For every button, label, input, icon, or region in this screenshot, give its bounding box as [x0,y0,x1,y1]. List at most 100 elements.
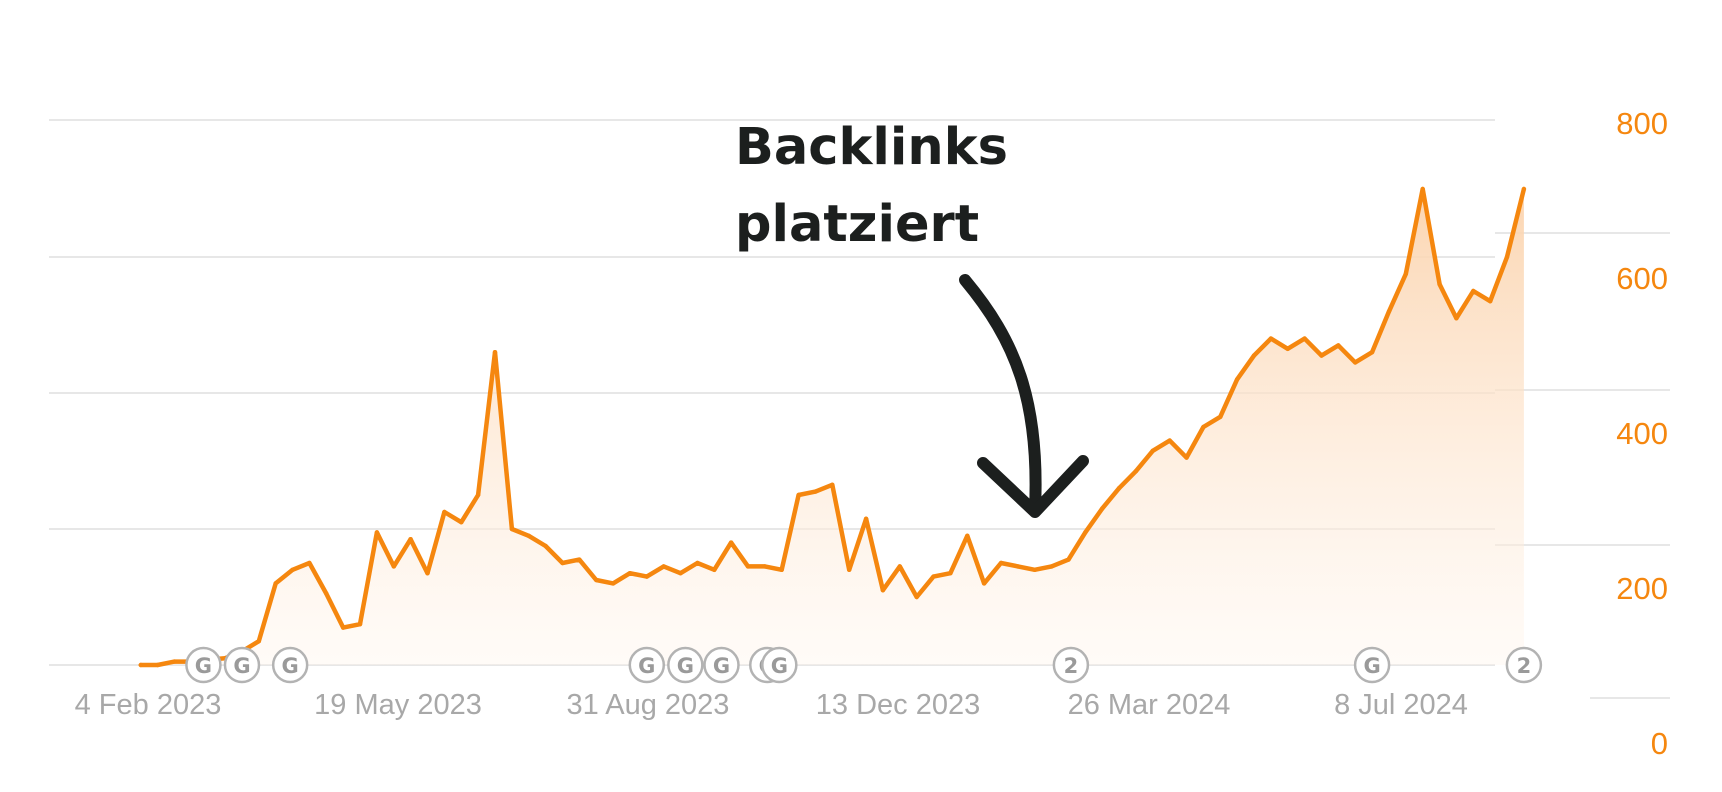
data-point [1302,336,1307,341]
data-point [998,560,1004,566]
data-point [695,560,700,566]
event-marker-circle [761,646,798,684]
data-point [762,564,768,569]
data-point [1184,455,1189,460]
data-point [779,567,784,572]
data-point [1083,530,1088,535]
data-point [594,577,599,583]
data-point [1234,377,1240,382]
event-marker[interactable]: G [223,646,261,684]
data-point [948,571,953,576]
x-tick-label: 13 Dec 2023 [816,689,980,721]
event-marker[interactable]: 2 [1052,646,1090,684]
event-marker-circle [1505,646,1543,684]
data-point [509,526,515,532]
event-marker-circle [703,646,740,684]
data-point [256,639,261,644]
data-point [661,564,666,569]
data-point [526,533,531,538]
data-point [981,581,987,586]
data-point [728,540,734,545]
event-marker[interactable]: G [1353,646,1391,684]
data-point [1369,350,1375,355]
data-point [1150,448,1156,453]
x-tick-label: 26 Mar 2024 [1068,689,1231,721]
data-point [1066,557,1071,562]
event-marker-circle [1052,646,1090,684]
data-point [1268,336,1274,341]
data-point [965,533,970,538]
event-marker[interactable]: G [703,646,740,684]
data-point [475,492,481,498]
x-tick-label: 4 Feb 2023 [75,689,222,721]
data-point [290,567,295,572]
data-point [307,560,312,566]
annotation-arrow [959,274,1042,516]
event-marker[interactable]: 2 [1505,646,1543,684]
x-tick-label: 31 Aug 2023 [567,689,730,721]
x-tick-label: 19 May 2023 [314,689,482,721]
event-marker-circle [223,646,261,684]
data-point [1201,424,1206,430]
data-point [1319,353,1324,358]
data-point [324,591,329,596]
data-point [847,567,852,572]
data-point [897,564,902,569]
data-point [1032,567,1037,572]
event-marker[interactable]: G [271,646,309,684]
annotation-line-1: Backlinks [735,118,1008,177]
data-point [863,516,869,521]
data-point [172,659,177,664]
data-point [1437,282,1442,287]
data-point [712,567,717,572]
event-marker-label: G [771,654,788,678]
data-point [1133,469,1139,474]
event-marker-label: G [1363,654,1380,678]
data-point [644,574,649,579]
data-point [1285,346,1290,351]
data-point [155,662,160,668]
data-point [138,662,143,668]
y-tick-label: 600 [1616,261,1668,296]
x-tick-label: 8 Jul 2024 [1334,689,1468,721]
data-point [1116,486,1122,491]
data-point [408,537,413,542]
event-marker-label: G [195,654,212,678]
data-point [610,581,616,586]
event-marker[interactable]: G [667,646,704,684]
event-marker[interactable]: G [185,646,222,684]
data-point [1386,309,1392,314]
event-marker-label: 2 [1064,654,1079,678]
event-marker-circle [185,646,222,684]
event-marker-label: G [282,654,299,678]
event-marker-label: G [677,654,694,678]
data-point [678,571,683,576]
data-point [459,520,464,525]
data-point [830,482,835,487]
data-point [745,564,751,569]
event-marker-circle [667,646,704,684]
annotation-arrowhead [977,455,1089,518]
data-point [813,489,818,494]
event-marker-label: G [233,654,250,678]
data-point [880,588,886,593]
annotation-line-2: platziert [735,195,979,254]
data-point [341,625,346,630]
data-point [931,574,936,579]
data-point [1015,564,1021,569]
data-point [391,564,396,569]
event-marker[interactable]: G [628,646,666,684]
data-point [914,594,919,600]
series-area [140,189,1524,665]
data-point [1420,186,1425,192]
data-point [374,530,380,535]
event-marker-label: G [713,654,730,678]
event-marker[interactable]: G [761,646,798,684]
event-marker-label: G [638,654,655,678]
data-point [1403,271,1409,277]
event-marker-label: 2 [1517,654,1532,678]
data-point [442,509,447,515]
event-marker-circle [628,646,666,684]
y-tick-label: 200 [1616,571,1668,606]
